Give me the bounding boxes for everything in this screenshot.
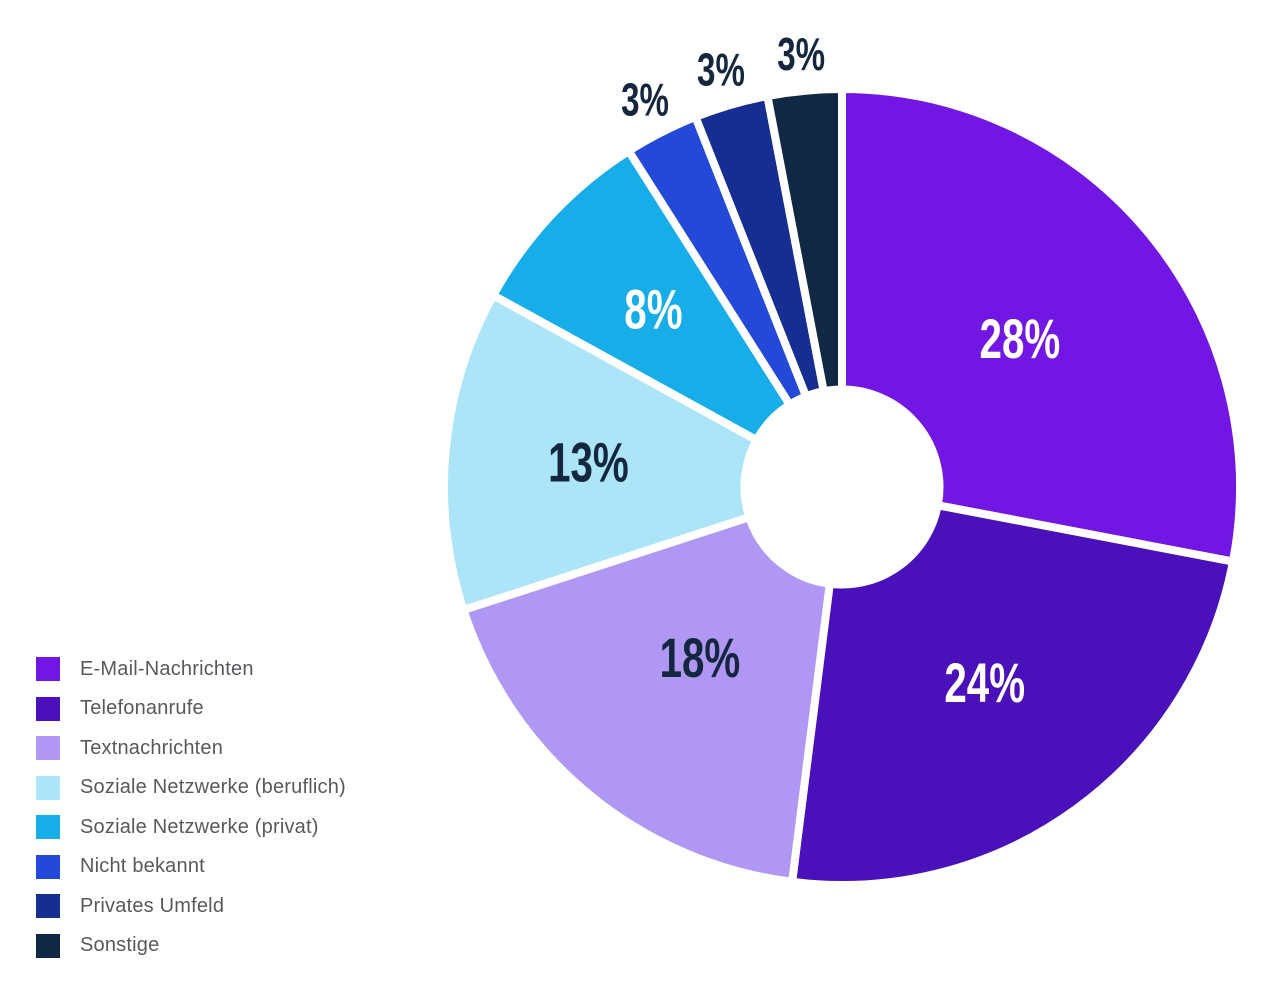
legend-label: Soziale Netzwerke (privat) — [80, 815, 319, 838]
legend-label: Textnachrichten — [80, 736, 224, 759]
legend-item-e-mail-nachrichten: E-Mail-Nachrichten — [36, 657, 346, 681]
legend-item-sonstige: Sonstige — [36, 933, 346, 958]
legend-swatch-nicht-bekannt — [36, 854, 60, 879]
legend-label: Privates Umfeld — [80, 894, 225, 917]
pie-slice-textnachrichten — [458, 512, 835, 887]
slice-value-label-soziale-netzwerke-privat: 8% — [624, 279, 682, 341]
legend-label: Nicht bekannt — [80, 855, 205, 877]
legend-swatch-sonstige — [36, 933, 60, 958]
legend-swatch-telefonanrufe — [36, 696, 60, 721]
legend-item-nicht-bekannt: Nicht bekannt — [36, 854, 346, 879]
legend-swatch-e-mail-nachrichten — [36, 657, 60, 681]
legend-label: Sonstige — [80, 934, 160, 956]
slice-value-label-soziale-netzwerke-beruflich: 13% — [548, 432, 629, 494]
slice-value-label-privates-umfeld: 3% — [697, 45, 745, 95]
legend-label: Soziale Netzwerke (beruflich) — [80, 776, 346, 798]
slice-value-label-nicht-bekannt: 3% — [621, 75, 669, 125]
legend-item-telefonanrufe: Telefonanrufe — [36, 696, 346, 721]
slice-value-label-textnachrichten: 18% — [660, 628, 741, 690]
slice-value-label-telefonanrufe: 24% — [944, 652, 1025, 714]
pie-slice-sonstige — [762, 84, 846, 396]
slice-value-label-e-mail-nachrichten: 28% — [980, 309, 1061, 371]
legend-swatch-soziale-netzwerke-beruflich — [36, 775, 60, 800]
pie-slice-soziale-netzwerke-privat — [487, 145, 796, 446]
legend-label: E-Mail-Nachrichten — [80, 657, 254, 680]
legend-item-soziale-netzwerke-beruflich: Soziale Netzwerke (beruflich) — [36, 775, 346, 800]
legend-item-textnachrichten: Textnachrichten — [36, 736, 346, 760]
slice-value-label-sonstige: 3% — [777, 30, 825, 80]
pie-slice-e-mail-nachrichten — [838, 84, 1244, 567]
chart-legend: E-Mail-Nachrichten Telefonanrufe Textnachr… — [36, 657, 346, 973]
pie-slice-soziale-netzwerke-beruflich — [440, 289, 762, 616]
legend-swatch-privates-umfeld — [36, 894, 60, 918]
legend-label: Telefonanrufe — [80, 697, 204, 719]
legend-item-soziale-netzwerke-privat: Soziale Netzwerke (privat) — [36, 815, 346, 839]
legend-swatch-soziale-netzwerke-privat — [36, 815, 60, 839]
legend-item-privates-umfeld: Privates Umfeld — [36, 894, 346, 918]
pie-slice-telefonanrufe — [787, 500, 1238, 889]
legend-swatch-textnachrichten — [36, 736, 60, 760]
